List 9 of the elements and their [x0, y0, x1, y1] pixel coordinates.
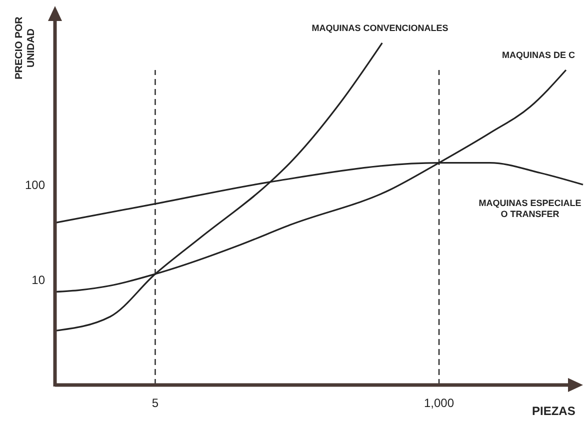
- x-tick-label: 5: [152, 396, 159, 410]
- series-label: MAQUINAS DE C: [502, 50, 576, 60]
- y-tick-label: 100: [24, 178, 46, 192]
- y-axis-title: PRECIO POR UNIDAD: [14, 16, 37, 80]
- series-label: MAQUINAS ESPECIALE O TRANSFER: [478, 198, 582, 219]
- series-label: MAQUINAS CONVENCIONALES: [312, 23, 448, 33]
- x-axis-title: PIEZAS: [532, 404, 576, 418]
- x-tick-label: 1,000: [424, 396, 454, 410]
- y-tick-label: 10: [32, 273, 46, 288]
